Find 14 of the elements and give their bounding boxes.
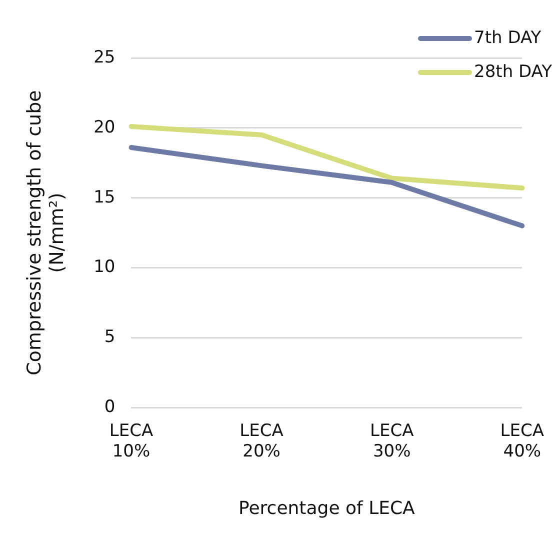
y-tick-label: 25: [94, 47, 116, 68]
y-tick-label: 20: [94, 117, 116, 138]
x-tick-label: LECA 20%: [240, 421, 284, 462]
legend-label: 28th DAY: [474, 62, 552, 82]
y-tick-label: 5: [104, 327, 116, 348]
x-axis-title: Percentage of LECA: [238, 498, 416, 519]
y-axis-title: Compressive strength of cube (N/mm²): [23, 90, 68, 376]
x-tick-label: LECA 30%: [370, 421, 414, 462]
x-tick-label: LECA 40%: [500, 421, 544, 462]
y-tick-label: 0: [104, 397, 116, 418]
legend-label: 7th DAY: [474, 28, 542, 48]
y-tick-label: 10: [94, 257, 116, 278]
y-tick-label: 15: [94, 187, 116, 208]
x-tick-label: LECA 10%: [109, 421, 154, 462]
